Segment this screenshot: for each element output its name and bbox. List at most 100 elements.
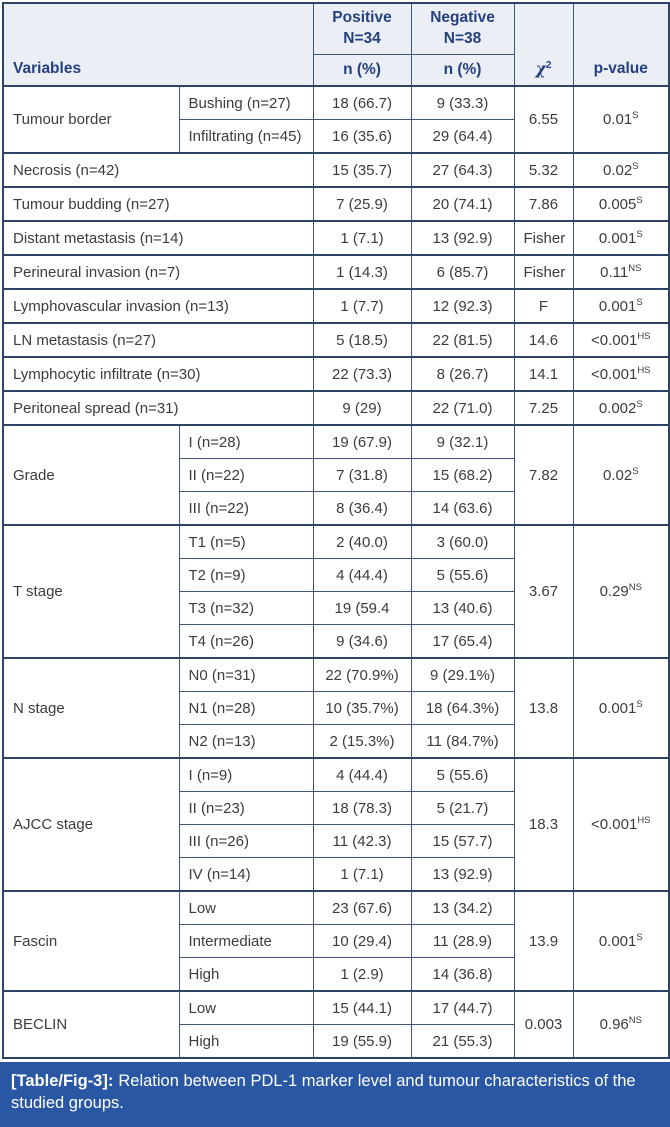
negative-cell: 14 (36.8) (410, 957, 515, 992)
caption-tag: [Table/Fig-3]: (11, 1072, 114, 1090)
p-value: 0.005 (598, 195, 637, 213)
subcategory-cell: N0 (n=31) (178, 657, 314, 692)
variable-cell: Fascin (2, 890, 180, 992)
positive-cell: 9 (29) (312, 390, 412, 426)
p-significance: S (636, 698, 643, 710)
negative-n: N=38 (443, 30, 482, 47)
subcategory-cell: N1 (n=28) (178, 691, 314, 725)
variables-header: Variables (2, 2, 314, 87)
positive-cell: 23 (67.6) (312, 890, 412, 925)
chi-cell: 13.9 (513, 890, 574, 992)
table-row: LN metastasis (n=27) 5 (18.5) 22 (81.5) … (2, 322, 670, 358)
subcategory-cell: III (n=22) (178, 491, 314, 526)
subcategory-cell: I (n=9) (178, 757, 314, 792)
positive-npct-header: n (%) (312, 54, 412, 87)
table-header: Variables Positive N=34 Negative N=38 χ2 p… (2, 2, 670, 87)
positive-cell: 4 (44.4) (312, 558, 412, 592)
subcategory-cell: T3 (n=32) (178, 591, 314, 625)
p-value-cell: 0.01S (572, 85, 670, 154)
variable-cell: Tumour budding (n=27) (2, 186, 314, 222)
table-caption: [Table/Fig-3]: Relation between PDL-1 mar… (0, 1062, 670, 1127)
positive-cell: 7 (31.8) (312, 458, 412, 492)
negative-cell: 18 (64.3%) (410, 691, 515, 725)
p-value: 0.01 (602, 111, 633, 128)
positive-cell: 9 (34.6) (312, 624, 412, 659)
variable-cell: Necrosis (n=42) (2, 152, 314, 188)
subcategory-cell: T2 (n=9) (178, 558, 314, 592)
negative-cell: 15 (68.2) (410, 458, 515, 492)
p-value-cell: 0.001S (572, 288, 670, 324)
positive-cell: 22 (73.3) (312, 356, 412, 392)
p-value: <0.001 (591, 365, 638, 383)
variable-cell: Tumour border (2, 85, 180, 154)
positive-cell: 1 (14.3) (312, 254, 412, 290)
p-significance: S (632, 110, 639, 121)
negative-cell: 22 (81.5) (410, 322, 515, 358)
subcategory-cell: N2 (n=13) (178, 724, 314, 759)
header-row-subs: n (%) n (%) (3, 54, 669, 87)
p-value-cell: 0.02S (572, 424, 670, 526)
positive-cell: 5 (18.5) (312, 322, 412, 358)
p-value-cell: 0.001S (572, 890, 670, 992)
p-value-header: p-value (572, 2, 670, 87)
negative-cell: 13 (92.9) (410, 220, 515, 256)
chi-cell: 7.25 (513, 390, 574, 426)
p-value: 0.02 (602, 161, 633, 179)
table-row: II (n=23) 18 (78.3) 5 (21.7) (3, 791, 669, 825)
negative-cell: 21 (55.3) (410, 1024, 515, 1059)
subcategory-cell: I (n=28) (178, 424, 314, 459)
subcategory-cell: IV (n=14) (178, 857, 314, 892)
table-row: Intermediate 10 (29.4) 11 (28.9) (3, 924, 669, 958)
subcategory-cell: High (178, 957, 314, 992)
subcategory-cell: Infiltrating (n=45) (178, 119, 314, 154)
chi-cell: 0.003 (513, 990, 574, 1059)
positive-n: N=34 (343, 30, 381, 47)
negative-cell: 9 (33.3) (410, 85, 515, 120)
chi-cell: 7.86 (513, 186, 574, 222)
chi-cell: 14.6 (513, 322, 574, 358)
positive-cell: 10 (35.7%) (312, 691, 412, 725)
positive-cell: 18 (78.3) (312, 791, 412, 825)
table-row: Lymphovascular invasion (n=13) 1 (7.7) 1… (2, 288, 670, 324)
positive-group-header: Positive N=34 (312, 2, 412, 55)
table-row: Fascin Low 23 (67.6) 13 (34.2) 13.9 0.00… (2, 890, 670, 992)
p-value: 0.11 (600, 263, 629, 281)
negative-cell: 13 (92.9) (410, 857, 515, 892)
positive-cell: 1 (7.1) (312, 220, 412, 256)
p-value-cell: <0.001HS (572, 757, 670, 892)
caption-text: Relation between PDL-1 marker level and … (11, 1072, 636, 1112)
table-row: Tumour budding (n=27) 7 (25.9) 20 (74.1)… (2, 186, 670, 222)
variable-cell: Lymphovascular invasion (n=13) (2, 288, 314, 324)
p-significance: HS (637, 364, 651, 376)
table-row: Perineural invasion (n=7) 1 (14.3) 6 (85… (2, 254, 670, 290)
table-row: N1 (n=28) 10 (35.7%) 18 (64.3%) (3, 691, 669, 725)
p-value: 0.96 (599, 1016, 629, 1033)
negative-cell: 5 (21.7) (410, 791, 515, 825)
subcategory-cell: III (n=26) (178, 824, 314, 858)
negative-cell: 11 (84.7%) (410, 724, 515, 759)
chi-symbol: χ (535, 59, 546, 78)
p-value-cell: 0.29NS (572, 524, 670, 659)
p-value: 0.02 (602, 466, 633, 484)
p-significance: HS (637, 815, 651, 826)
subcategory-cell: T1 (n=5) (178, 524, 314, 559)
negative-cell: 5 (55.6) (410, 757, 515, 792)
chi-cell: 5.32 (513, 152, 574, 188)
positive-title: Positive (332, 9, 392, 27)
positive-cell: 2 (15.3%) (312, 724, 412, 759)
table-row: High 19 (55.9) 21 (55.3) (3, 1024, 669, 1059)
table-row: Peritoneal spread (n=31) 9 (29) 22 (71.0… (2, 390, 670, 426)
negative-cell: 5 (55.6) (410, 558, 515, 592)
chi-cell: Fisher (513, 220, 574, 256)
variable-cell: Lymphocytic infiltrate (n=30) (2, 356, 314, 392)
negative-cell: 8 (26.7) (410, 356, 515, 392)
subcategory-cell: Intermediate (178, 924, 314, 958)
subcategory-cell: II (n=22) (178, 458, 314, 492)
variable-cell: AJCC stage (2, 757, 180, 892)
variable-cell: N stage (2, 657, 180, 759)
header-row-groups: Variables Positive N=34 Negative N=38 χ2 p… (2, 2, 670, 87)
p-significance: S (632, 465, 639, 477)
table-row: Infiltrating (n=45) 16 (35.6) 29 (64.4) (3, 119, 669, 154)
positive-cell: 1 (7.7) (312, 288, 412, 324)
negative-cell: 22 (71.0) (410, 390, 515, 426)
